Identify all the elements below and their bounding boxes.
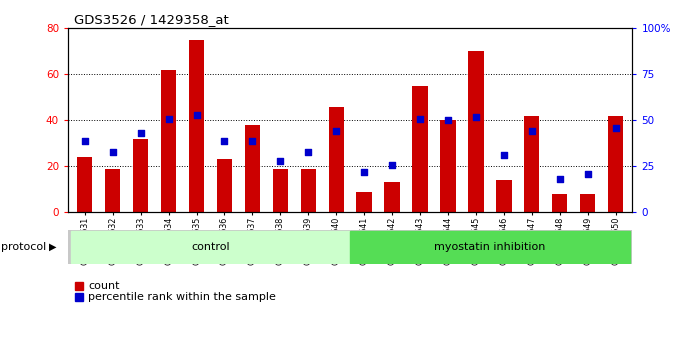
Bar bbox=[441, 120, 456, 212]
Bar bbox=[384, 183, 400, 212]
Text: myostatin inhibition: myostatin inhibition bbox=[435, 242, 545, 252]
Point bbox=[191, 112, 202, 118]
Point bbox=[610, 125, 621, 131]
Text: control: control bbox=[191, 242, 230, 252]
Bar bbox=[580, 194, 596, 212]
Point bbox=[275, 158, 286, 164]
Text: protocol: protocol bbox=[1, 242, 46, 252]
Bar bbox=[189, 40, 204, 212]
Bar bbox=[469, 51, 483, 212]
Point bbox=[471, 114, 481, 120]
Point bbox=[107, 149, 118, 154]
Bar bbox=[496, 180, 511, 212]
Text: ▶: ▶ bbox=[49, 242, 56, 252]
Bar bbox=[133, 139, 148, 212]
Point bbox=[498, 153, 509, 158]
Point bbox=[303, 149, 313, 154]
Text: percentile rank within the sample: percentile rank within the sample bbox=[88, 292, 276, 302]
Bar bbox=[161, 70, 176, 212]
Point bbox=[80, 138, 90, 143]
Point bbox=[526, 129, 537, 134]
Bar bbox=[524, 116, 539, 212]
Bar bbox=[301, 169, 316, 212]
Point bbox=[247, 138, 258, 143]
Bar bbox=[608, 116, 624, 212]
Point bbox=[415, 116, 426, 121]
Bar bbox=[412, 86, 428, 212]
Bar bbox=[552, 194, 567, 212]
Bar bbox=[77, 157, 92, 212]
Point bbox=[359, 169, 370, 175]
Point bbox=[135, 130, 146, 136]
Bar bbox=[245, 125, 260, 212]
Bar bbox=[356, 192, 372, 212]
Point bbox=[163, 116, 174, 121]
Point bbox=[387, 162, 398, 167]
Bar bbox=[71, 231, 350, 263]
Point bbox=[330, 129, 341, 134]
Bar bbox=[217, 159, 232, 212]
Bar bbox=[328, 107, 344, 212]
Text: count: count bbox=[88, 281, 120, 291]
Point bbox=[219, 138, 230, 143]
Bar bbox=[273, 169, 288, 212]
Text: GDS3526 / 1429358_at: GDS3526 / 1429358_at bbox=[73, 13, 228, 26]
Point bbox=[582, 171, 593, 177]
Point bbox=[554, 176, 565, 182]
Bar bbox=[350, 231, 630, 263]
Bar bbox=[105, 169, 120, 212]
Point bbox=[443, 118, 454, 123]
